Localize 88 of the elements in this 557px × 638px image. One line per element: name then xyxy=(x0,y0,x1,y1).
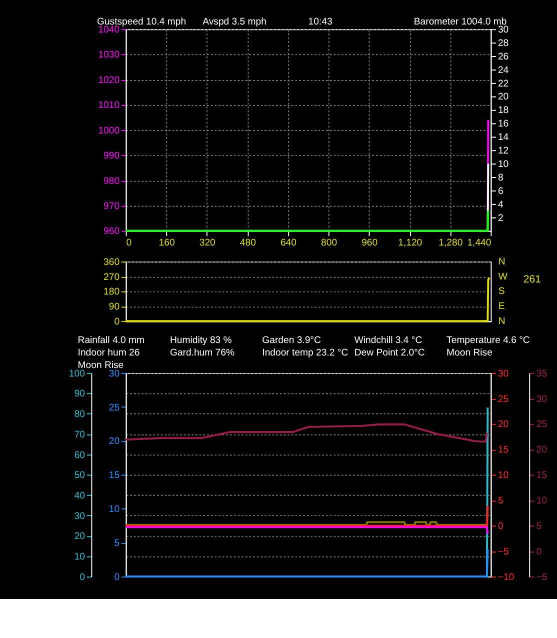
y2-tick-label: 20 xyxy=(498,92,509,103)
y-tick-label: 20 xyxy=(536,444,548,456)
text: Indoor temp 23.2 °C xyxy=(262,348,348,359)
text: N xyxy=(498,256,506,268)
text: Indoor hum 26 xyxy=(78,348,140,359)
y-tick-label: 10 xyxy=(536,496,548,507)
y2-tick-label: 6 xyxy=(498,186,504,197)
x-tick-label: 1,280 xyxy=(438,238,463,249)
x-tick-label: 960 xyxy=(362,238,378,249)
y2-tick-label: 22 xyxy=(498,78,509,90)
line-series xyxy=(124,423,488,443)
y2-tick-label: 14 xyxy=(498,132,510,144)
y-tick-label: 25 xyxy=(536,419,548,430)
y3-tick-label: 25 xyxy=(498,394,509,405)
x-tick-label: 1,440 xyxy=(467,238,492,249)
y3-tick-label: −5 xyxy=(498,546,509,558)
text: 10:43 xyxy=(308,16,332,28)
y2-tick-label: 18 xyxy=(498,105,509,116)
y3-tick-label: 5 xyxy=(498,496,504,507)
text: Windchill 3.4 °C xyxy=(354,335,422,346)
y-tick-label: 50 xyxy=(74,470,85,482)
y3-tick-label: 15 xyxy=(498,444,509,456)
y-tick-label: 80 xyxy=(74,409,85,420)
y-tick-label: 980 xyxy=(104,176,120,187)
y-tick-label: 60 xyxy=(74,450,85,461)
text: Humidity 83 % xyxy=(170,335,232,346)
text: Avspd 3.5 mph xyxy=(202,16,266,28)
y2-tick-label: 30 xyxy=(498,24,509,36)
text: Moon Rise xyxy=(446,348,492,359)
text: Gard.hum 76% xyxy=(170,348,235,359)
y-tick-label: 960 xyxy=(104,226,120,238)
text: E xyxy=(498,301,505,312)
text: Temperature 4.6 °C xyxy=(446,335,530,346)
y3-tick-label: 0 xyxy=(498,521,504,532)
y-tick-label: 180 xyxy=(104,286,120,298)
y-tick-label: 90 xyxy=(74,388,85,400)
y3-tick-label: 10 xyxy=(498,470,509,482)
x-tick-label: 320 xyxy=(199,238,216,249)
y-tick-label: 270 xyxy=(104,272,120,283)
y-tick-label: 1030 xyxy=(98,50,120,61)
text: Rainfall 4.0 mm xyxy=(78,335,144,346)
y-tick-label: 0 xyxy=(536,546,542,558)
y-tick-label: 10 xyxy=(74,552,85,563)
y-tick-label: 70 xyxy=(74,429,85,440)
y3-tick-label: −10 xyxy=(498,572,514,583)
y-tick-label: 970 xyxy=(104,200,120,212)
y2-tick-label: 16 xyxy=(498,118,509,130)
y2-tick-label: 26 xyxy=(498,51,509,62)
text: Garden 3.9°C xyxy=(262,335,322,346)
x-tick-label: 800 xyxy=(321,238,338,249)
y2-tick-label: 2 xyxy=(498,212,504,224)
y-tick-label: 40 xyxy=(74,490,85,502)
text: Dew Point 2.0°C xyxy=(354,348,425,359)
y-tick-label: 990 xyxy=(104,150,120,162)
y2-tick-label: 8 xyxy=(498,172,504,184)
x-tick-label: 0 xyxy=(126,238,132,249)
y-tick-label: 30 xyxy=(74,510,85,522)
x-tick-label: 1,120 xyxy=(398,238,422,249)
y2-tick-label: 24 xyxy=(498,64,510,76)
y-tick-label: 1010 xyxy=(98,100,120,112)
text: N xyxy=(498,316,506,327)
y-tick-label: 5 xyxy=(536,521,542,532)
y2-tick-label: 28 xyxy=(498,38,509,49)
y-tick-label: 15 xyxy=(536,470,548,482)
y-tick-label: 1040 xyxy=(98,24,120,36)
y2-tick-label: 12 xyxy=(498,146,509,157)
y-tick-label: −5 xyxy=(536,572,548,583)
y3-tick-label: 30 xyxy=(498,368,509,380)
y-tick-label: 90 xyxy=(108,302,120,313)
y-tick-label: 100 xyxy=(68,368,85,380)
y-tick-label: 20 xyxy=(74,531,85,542)
text: 261 xyxy=(523,273,542,286)
y-tick-label: 1020 xyxy=(98,74,120,86)
y-tick-label: 0 xyxy=(80,572,85,583)
text: W xyxy=(498,271,508,282)
x-tick-label: 480 xyxy=(240,238,256,249)
text: S xyxy=(498,286,505,298)
y3-tick-label: 20 xyxy=(498,419,509,430)
y-tick-label: 35 xyxy=(536,368,548,380)
y-tick-label: 1000 xyxy=(98,125,120,136)
y-tick-label: 360 xyxy=(104,256,120,268)
y2-tick-label: 10 xyxy=(498,158,509,170)
y-tick-label: 30 xyxy=(536,394,548,405)
text: Gustspeed 10.4 mph xyxy=(96,16,186,28)
x-tick-label: 640 xyxy=(280,238,296,249)
x-tick-label: 160 xyxy=(158,238,175,249)
y2-tick-label: 4 xyxy=(498,199,504,210)
y-tick-label: 0 xyxy=(114,316,120,328)
